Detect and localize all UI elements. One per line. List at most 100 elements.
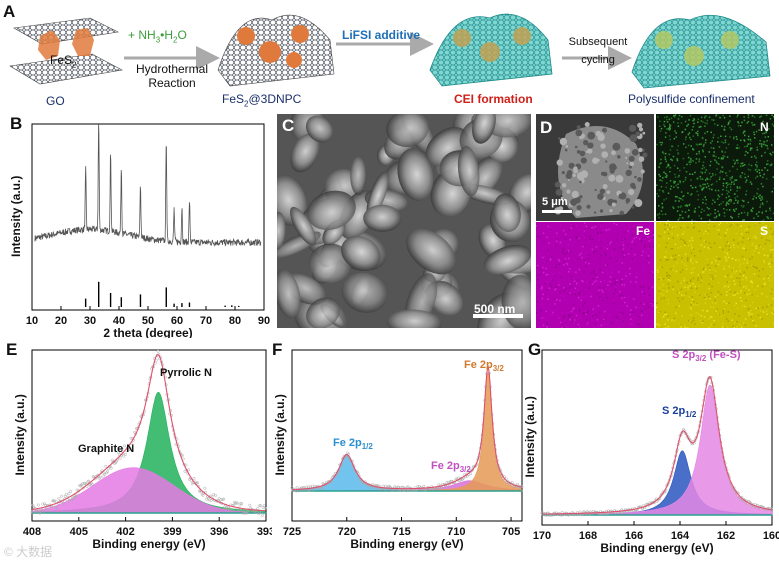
n-map-speck (669, 138, 671, 141)
n-map-speck (736, 144, 739, 146)
fe-map-speck (621, 294, 623, 297)
fe-map-speck (601, 299, 603, 302)
fe-map-speck (541, 247, 544, 250)
n-map-speck (725, 196, 728, 199)
sem-particle (305, 115, 333, 143)
fe-map-speck (584, 311, 587, 313)
fe-map-speck (630, 281, 632, 283)
s-map-speck (691, 268, 693, 271)
s-map-speck (657, 271, 659, 273)
fe-map-speck (540, 288, 543, 290)
n-map-speck (761, 132, 764, 135)
n-map-speck (711, 119, 713, 121)
fe-map-speck (632, 311, 635, 313)
f-data-point (395, 488, 399, 492)
n-map-speck (676, 210, 679, 212)
fe-map-speck (562, 317, 565, 319)
eds-sem-particle (600, 143, 606, 149)
s-map-speck (753, 250, 756, 252)
fe-map-speck (570, 223, 572, 226)
n-map-speck (723, 125, 726, 128)
n-map-speck (744, 134, 746, 137)
s-map-speck (738, 281, 741, 283)
n-map-speck (660, 144, 663, 146)
s-map-speck (672, 288, 675, 291)
fe-map-speck (645, 252, 648, 254)
n-map-speck (699, 175, 702, 178)
s-map-speck (716, 308, 718, 311)
n-map-speck (773, 125, 775, 127)
s-map-speck (709, 272, 712, 275)
fe-map-speck (547, 298, 549, 300)
n-map-speck (725, 186, 728, 189)
s-map-speck (687, 226, 689, 229)
fe-map-speck (573, 307, 575, 309)
eds-sem-particle (561, 183, 567, 188)
s-map-speck (724, 285, 727, 287)
s-map-speck (748, 289, 750, 291)
s-map-speck (751, 285, 753, 288)
fe-map-speck (581, 296, 583, 298)
eds-sem-particle (593, 211, 597, 214)
n-map-speck (680, 122, 683, 124)
fe-map-speck (561, 251, 564, 254)
sem-particle (308, 243, 353, 283)
s-map-speck (732, 267, 735, 269)
n-map-speck (658, 205, 660, 207)
e-data-point (120, 447, 124, 451)
n-map-speck (699, 178, 702, 180)
s-map-speck (674, 254, 677, 256)
n-map-speck (769, 118, 772, 120)
fe-map-speck (595, 246, 598, 248)
eds-sem-particle (638, 147, 643, 153)
s-map-speck (668, 277, 670, 279)
s-map-speck (747, 311, 750, 314)
s-map-speck (704, 268, 707, 271)
xrd-chart: 10 20 30 40 50 60 70 80 902 theta (degree)Intens… (9, 123, 270, 338)
n-map-speck (726, 209, 728, 211)
n-map-speck (759, 116, 761, 118)
n-map-speck (669, 180, 672, 182)
fe-map-speck (566, 264, 568, 267)
fe-map-speck (574, 259, 577, 261)
eds-sem-particle (594, 188, 597, 192)
n-map-speck (677, 183, 679, 185)
fe-map-speck (571, 311, 574, 313)
fe-map-speck (635, 306, 637, 309)
s-map-speck (664, 323, 666, 325)
s-map-speck (699, 294, 701, 296)
n-map-speck (743, 139, 745, 141)
n-map-speck (733, 138, 735, 140)
fe-map-speck (622, 239, 625, 241)
fe-map-speck (595, 222, 598, 224)
n-map-speck (722, 158, 724, 160)
fe-map-speck (543, 261, 545, 264)
fe-map-speck (578, 296, 580, 299)
s-map-speck (680, 288, 683, 291)
n-map-speck (708, 188, 711, 190)
eds-sem-particle (638, 156, 645, 162)
n-map-speck (759, 140, 761, 142)
eds-sem-particle (602, 127, 607, 133)
n-map-speck (729, 136, 731, 138)
n-map-speck (714, 209, 716, 211)
s-map-speck (663, 256, 666, 258)
s-map-speck (696, 302, 698, 305)
n-map-speck (723, 212, 726, 214)
s-map-speck (773, 230, 775, 233)
s-map-speck (677, 247, 680, 249)
n-map-speck (744, 130, 746, 133)
n-map-speck (734, 179, 736, 181)
fe-map-speck (631, 258, 634, 261)
s-map-speck (684, 327, 687, 329)
fe-map-speck (549, 259, 552, 261)
n-map-speck (664, 176, 667, 178)
n-map-speck (743, 140, 746, 142)
fe-map-speck (642, 250, 644, 253)
s-map-speck (674, 226, 676, 228)
n-map-speck (740, 162, 742, 165)
n-map-speck (733, 202, 735, 205)
n-map-speck (706, 182, 709, 185)
eds-sem-particle (624, 148, 631, 154)
n-map-speck (742, 132, 745, 134)
